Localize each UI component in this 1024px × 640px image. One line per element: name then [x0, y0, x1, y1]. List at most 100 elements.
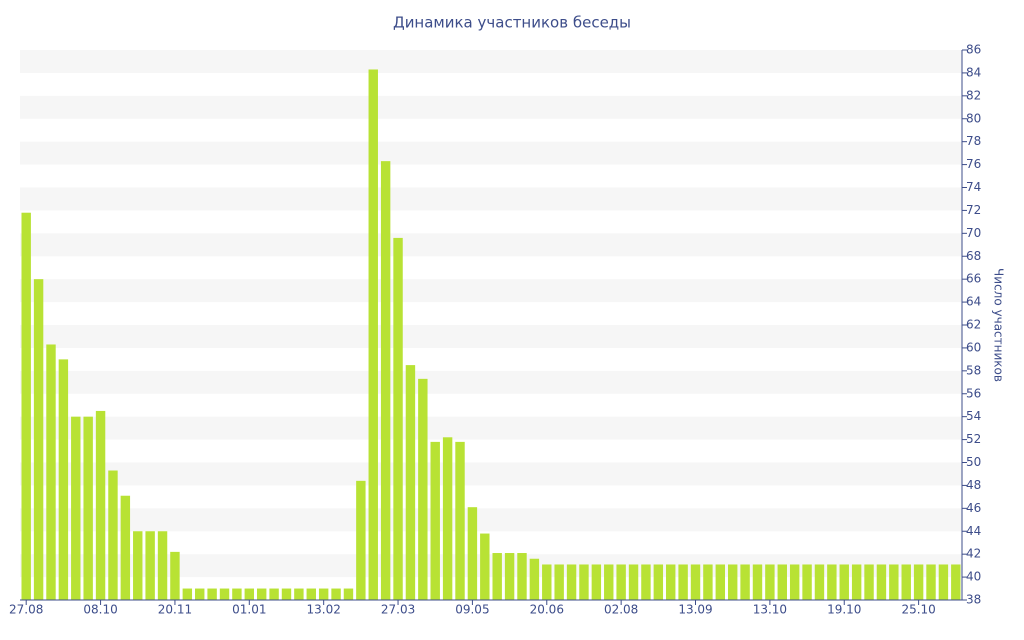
- bar: [715, 564, 726, 600]
- bar: [889, 564, 899, 600]
- bar: [827, 564, 837, 600]
- bar: [653, 564, 664, 600]
- x-tick-label: 13.02: [306, 603, 340, 617]
- bar: [554, 564, 564, 600]
- y-tick-label: 48: [966, 478, 981, 492]
- y-tick-label: 80: [966, 111, 981, 125]
- y-tick-label: 68: [966, 249, 981, 263]
- bar: [926, 564, 936, 600]
- bar: [46, 344, 56, 600]
- x-tick-label: 13.10: [753, 603, 787, 617]
- grid-band: [20, 233, 962, 257]
- bar: [256, 588, 267, 600]
- grid-band: [20, 508, 962, 532]
- bar: [380, 161, 391, 601]
- bar: [876, 564, 887, 600]
- x-tick-label: 25.10: [901, 603, 935, 617]
- bar: [368, 69, 378, 600]
- grid-band: [20, 50, 962, 73]
- grid-band: [20, 95, 962, 119]
- x-tick-label: 02.08: [604, 603, 638, 617]
- bar: [839, 564, 849, 600]
- x-tick-label: 08.10: [83, 603, 117, 617]
- bar: [777, 564, 787, 600]
- bar: [616, 564, 626, 600]
- bar: [480, 533, 490, 600]
- bar: [343, 588, 354, 600]
- chart-title: Динамика участников беседы: [393, 14, 631, 32]
- bar: [913, 564, 924, 600]
- bar: [604, 564, 614, 600]
- x-tick-label: 27.08: [9, 603, 43, 617]
- bar: [219, 588, 230, 600]
- y-tick-label: 44: [966, 524, 981, 538]
- grid-band: [20, 462, 962, 486]
- bar: [405, 365, 416, 600]
- bar: [851, 564, 862, 600]
- bar: [703, 564, 713, 600]
- bar: [938, 564, 949, 600]
- grid-band: [20, 187, 962, 211]
- bar: [579, 564, 589, 600]
- grid-band: [20, 370, 962, 394]
- bar: [418, 378, 428, 600]
- bar: [331, 588, 341, 600]
- y-tick-label: 46: [966, 501, 981, 515]
- bar: [356, 480, 366, 600]
- bar: [83, 416, 93, 600]
- y-tick-label: 50: [966, 455, 981, 469]
- bar: [492, 553, 502, 600]
- bar: [232, 588, 242, 600]
- bar: [690, 564, 701, 600]
- bar: [21, 212, 31, 601]
- bar: [740, 564, 750, 600]
- y-tick-label: 74: [966, 180, 981, 194]
- bar: [269, 588, 279, 600]
- bar: [281, 588, 292, 600]
- bar: [294, 588, 304, 600]
- bar: [814, 564, 825, 600]
- bar: [95, 410, 106, 600]
- y-tick-label: 82: [966, 88, 981, 102]
- bar: [145, 531, 155, 600]
- y-tick-label: 66: [966, 272, 981, 286]
- y-tick-label: 70: [966, 226, 981, 240]
- y-tick-label: 86: [966, 43, 981, 57]
- y-tick-label: 76: [966, 157, 981, 171]
- bar: [195, 588, 205, 600]
- bar: [765, 564, 775, 600]
- bar: [120, 495, 131, 600]
- bar: [517, 553, 527, 600]
- bar: [678, 564, 688, 600]
- y-tick-label: 72: [966, 203, 981, 217]
- bar: [666, 564, 676, 600]
- bar: [108, 470, 118, 600]
- grid-band: [20, 279, 962, 303]
- bar: [789, 564, 800, 600]
- bar: [467, 507, 478, 600]
- y-tick-label: 52: [966, 432, 981, 446]
- x-tick-label: 13.09: [678, 603, 712, 617]
- bar: [393, 237, 403, 600]
- bar: [170, 551, 180, 600]
- bar: [442, 437, 453, 600]
- x-tick-label: 20.06: [530, 603, 564, 617]
- bar: [901, 564, 911, 600]
- bar: [157, 531, 168, 600]
- bar: [566, 564, 577, 600]
- bar: [591, 564, 602, 600]
- bar: [951, 564, 961, 600]
- bar: [455, 441, 465, 600]
- grid-band: [20, 416, 962, 440]
- y-tick-label: 78: [966, 134, 981, 148]
- bar: [542, 564, 552, 600]
- bar: [33, 279, 44, 600]
- bar: [641, 564, 651, 600]
- bar: [58, 359, 69, 600]
- bar: [802, 564, 812, 600]
- bar: [133, 531, 143, 600]
- bar: [864, 564, 874, 600]
- y-tick-label: 62: [966, 318, 981, 332]
- bar: [71, 416, 81, 600]
- y-tick-label: 60: [966, 340, 981, 354]
